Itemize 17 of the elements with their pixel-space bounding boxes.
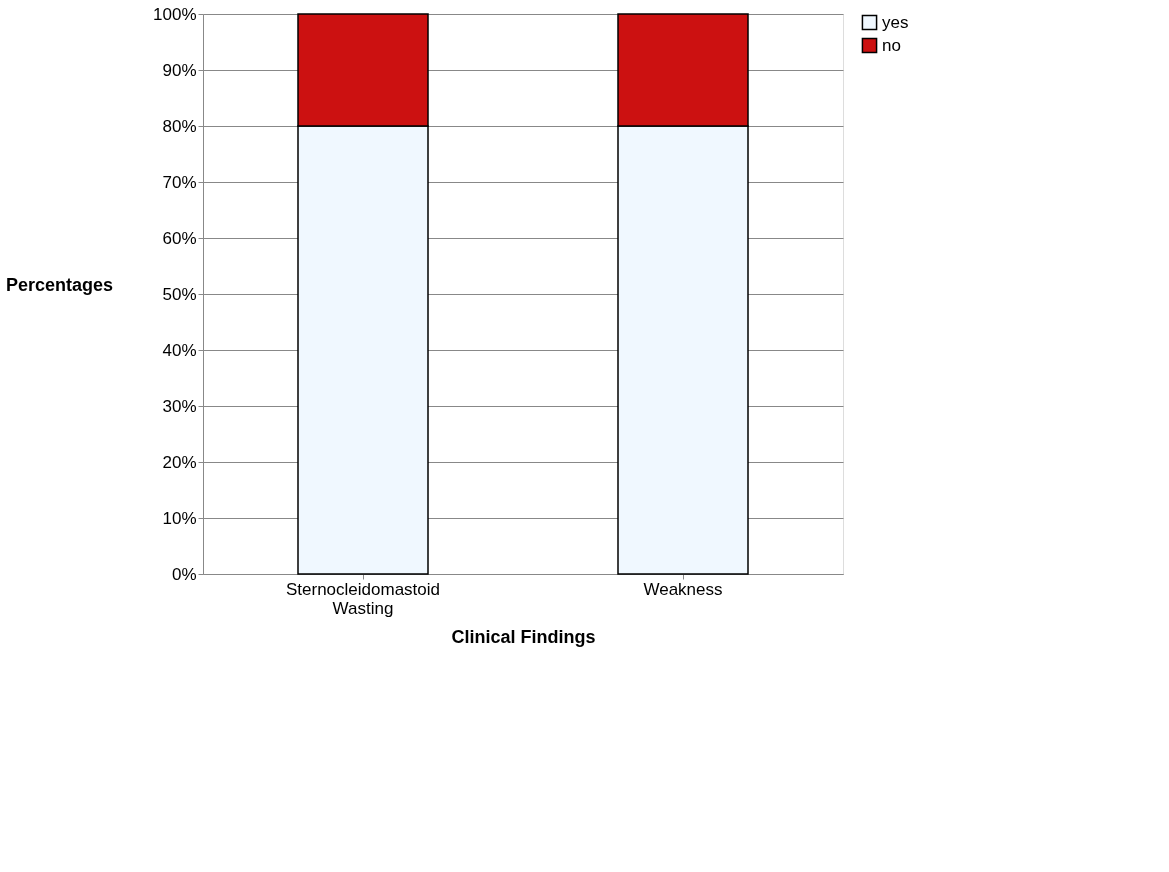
y-tick-label: 90% [162, 60, 197, 80]
y-tick-label: 40% [162, 340, 197, 360]
legend-label: yes [882, 12, 909, 32]
x-tick-label: Sternocleidomastoid Wasting [285, 579, 441, 618]
x-axis-title: Clinical Findings [451, 626, 596, 647]
y-tick-label: 30% [162, 396, 197, 416]
y-tick-label: 10% [162, 508, 197, 528]
y-tick-label: 60% [162, 228, 197, 248]
x-tick-label: Weakness [643, 579, 723, 599]
y-tick-label: 20% [162, 452, 197, 472]
y-tick-label: 70% [162, 172, 197, 192]
legend-label: no [882, 35, 901, 55]
y-axis-title: Percentages [5, 274, 114, 295]
y-tick-label: 80% [162, 116, 197, 136]
y-tick-label: 0% [171, 564, 197, 584]
y-tick-label: 50% [162, 284, 197, 304]
y-tick-label: 100% [153, 4, 197, 24]
